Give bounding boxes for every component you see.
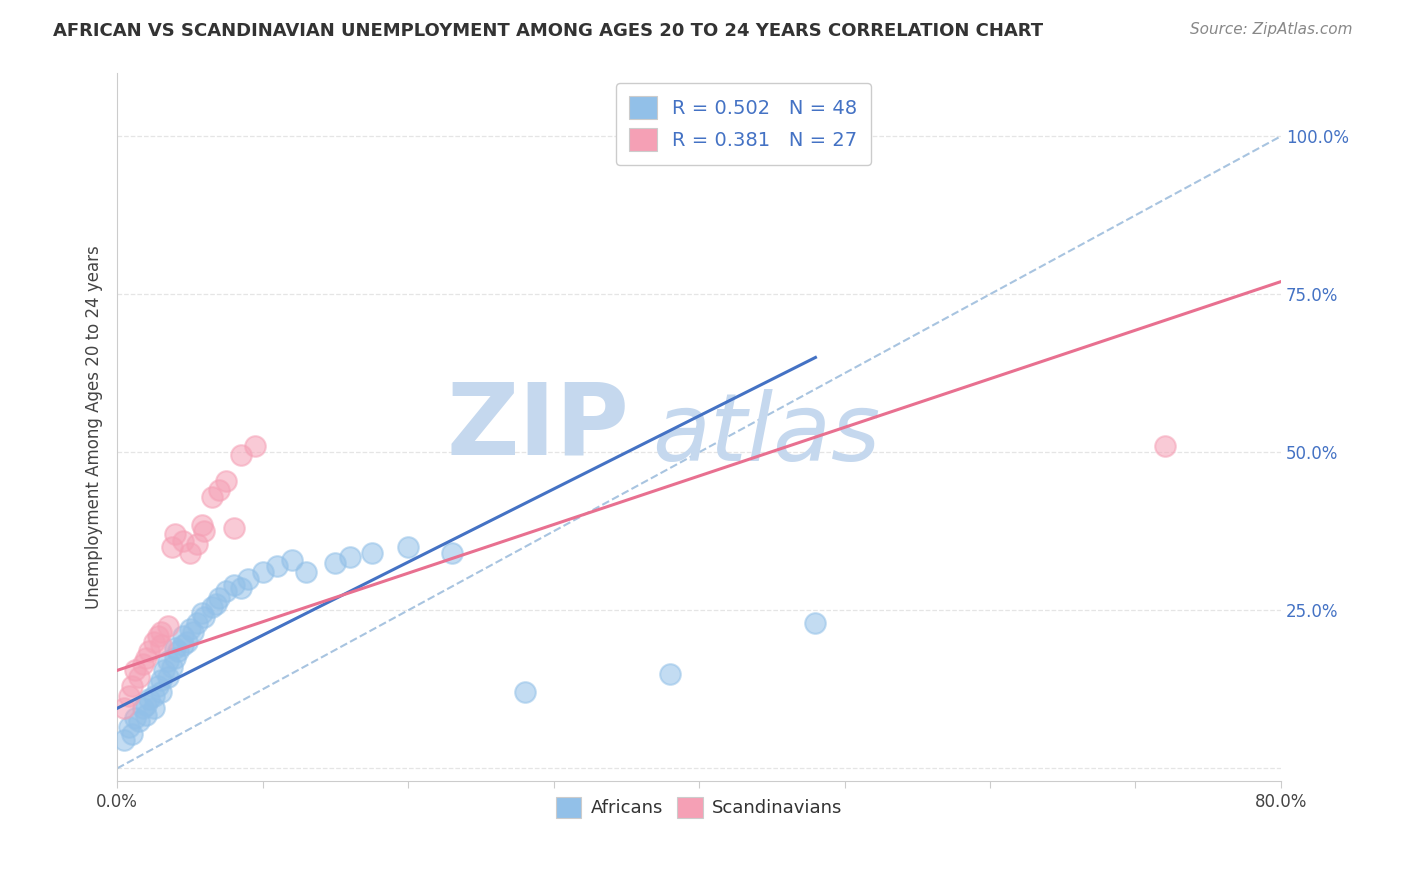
Point — [339, 549, 361, 564]
Point — [149, 673, 172, 687]
Point — [295, 566, 318, 580]
Point — [266, 559, 288, 574]
Point — [222, 521, 245, 535]
Point — [215, 474, 238, 488]
Point — [157, 619, 180, 633]
Point — [325, 556, 347, 570]
Point — [190, 607, 212, 621]
Point — [179, 546, 201, 560]
Point — [149, 638, 172, 652]
Point — [229, 581, 252, 595]
Point — [1153, 439, 1175, 453]
Point — [659, 666, 682, 681]
Point — [208, 483, 231, 498]
Point — [165, 641, 187, 656]
Point — [245, 439, 267, 453]
Point — [252, 566, 274, 580]
Point — [138, 691, 160, 706]
Point — [142, 689, 165, 703]
Point — [118, 720, 141, 734]
Point — [201, 490, 224, 504]
Point — [135, 698, 157, 713]
Point — [193, 524, 215, 539]
Point — [181, 625, 204, 640]
Point — [149, 685, 172, 699]
Point — [138, 644, 160, 658]
Text: Source: ZipAtlas.com: Source: ZipAtlas.com — [1189, 22, 1353, 37]
Point — [162, 540, 184, 554]
Point — [193, 609, 215, 624]
Point — [149, 625, 172, 640]
Point — [215, 584, 238, 599]
Point — [222, 578, 245, 592]
Point — [172, 533, 194, 548]
Point — [121, 726, 143, 740]
Point — [128, 714, 150, 728]
Y-axis label: Unemployment Among Ages 20 to 24 years: Unemployment Among Ages 20 to 24 years — [86, 245, 103, 609]
Legend: Africans, Scandinavians: Africans, Scandinavians — [548, 789, 849, 825]
Point — [124, 711, 146, 725]
Point — [190, 518, 212, 533]
Point — [229, 449, 252, 463]
Point — [236, 572, 259, 586]
Point — [396, 540, 419, 554]
Point — [186, 615, 208, 630]
Point — [360, 546, 382, 560]
Point — [205, 597, 228, 611]
Point — [157, 654, 180, 668]
Point — [146, 629, 169, 643]
Point — [121, 679, 143, 693]
Point — [114, 732, 136, 747]
Point — [165, 650, 187, 665]
Point — [281, 553, 304, 567]
Point — [157, 670, 180, 684]
Point — [118, 689, 141, 703]
Point — [176, 635, 198, 649]
Point — [172, 629, 194, 643]
Point — [162, 660, 184, 674]
Point — [165, 527, 187, 541]
Point — [124, 664, 146, 678]
Point — [804, 615, 827, 630]
Point — [128, 670, 150, 684]
Point — [179, 622, 201, 636]
Point — [142, 701, 165, 715]
Text: atlas: atlas — [652, 389, 880, 480]
Point — [132, 657, 155, 671]
Text: ZIP: ZIP — [446, 378, 630, 475]
Point — [146, 679, 169, 693]
Point — [172, 638, 194, 652]
Point — [152, 664, 174, 678]
Point — [167, 644, 190, 658]
Point — [142, 635, 165, 649]
Point — [513, 685, 536, 699]
Point — [440, 546, 463, 560]
Text: AFRICAN VS SCANDINAVIAN UNEMPLOYMENT AMONG AGES 20 TO 24 YEARS CORRELATION CHART: AFRICAN VS SCANDINAVIAN UNEMPLOYMENT AMO… — [53, 22, 1043, 40]
Point — [208, 591, 231, 605]
Point — [132, 701, 155, 715]
Point — [186, 537, 208, 551]
Point — [114, 701, 136, 715]
Point — [135, 650, 157, 665]
Point — [201, 600, 224, 615]
Point — [135, 707, 157, 722]
